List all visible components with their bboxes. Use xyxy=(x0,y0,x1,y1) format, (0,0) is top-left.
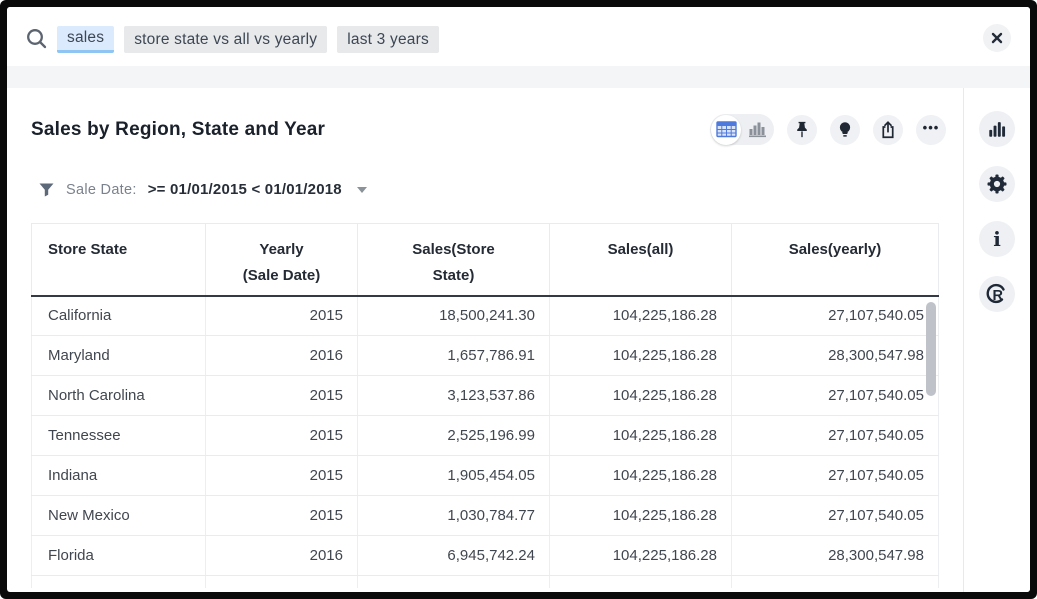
table-cell[interactable]: 2015 xyxy=(206,496,358,536)
table-cell[interactable]: 28,300,547.98 xyxy=(732,336,939,376)
table-scrollbar-thumb[interactable] xyxy=(926,302,936,396)
table-row[interactable]: Tennessee20152,525,196.99104,225,186.282… xyxy=(32,416,939,456)
table-row[interactable]: North Carolina20153,123,537.86104,225,18… xyxy=(32,376,939,416)
section-divider-strip xyxy=(7,66,1030,88)
table-cell[interactable]: 104,225,186.28 xyxy=(550,296,732,336)
table-cell[interactable]: Indiana xyxy=(32,456,206,496)
table-cell[interactable]: 104,225,186.28 xyxy=(550,416,732,456)
table-cell[interactable]: 104,225,186.28 xyxy=(550,456,732,496)
column-header-sales-yearly[interactable]: Sales(yearly) xyxy=(732,224,939,296)
table-view-toggle[interactable] xyxy=(711,115,741,145)
table-cell[interactable]: 2016 xyxy=(206,336,358,376)
search-token-list: sales store state vs all vs yearly last … xyxy=(57,26,439,53)
table-cell[interactable]: 6,945,742.24 xyxy=(358,536,550,576)
filter-label: Sale Date: xyxy=(66,182,137,198)
more-options-button[interactable]: ••• xyxy=(916,115,946,145)
share-icon xyxy=(876,118,900,142)
app-window: sales store state vs all vs yearly last … xyxy=(0,0,1037,599)
gear-icon xyxy=(985,172,1009,196)
bar-chart-icon xyxy=(985,117,1009,141)
sidebar-settings-button[interactable] xyxy=(979,166,1015,202)
ellipsis-icon: ••• xyxy=(923,121,940,138)
search-icon xyxy=(24,26,50,52)
insights-button[interactable] xyxy=(830,115,860,145)
table-cell[interactable]: North Carolina xyxy=(32,376,206,416)
table-cell[interactable]: 2015 xyxy=(206,456,358,496)
close-icon xyxy=(983,24,1011,52)
table-body: California201518,500,241.30104,225,186.2… xyxy=(32,296,939,588)
table-header-row: Store State Yearly (Sale Date) Sales(Sto… xyxy=(32,224,939,296)
share-button[interactable] xyxy=(873,115,903,145)
results-table-container: Store State Yearly (Sale Date) Sales(Sto… xyxy=(31,223,939,588)
chart-view-toggle[interactable] xyxy=(741,114,773,145)
table-cell[interactable]: 104,225,186.28 xyxy=(550,496,732,536)
table-cell[interactable]: 3,123,537.86 xyxy=(358,376,550,416)
window-content: sales store state vs all vs yearly last … xyxy=(7,7,1030,592)
close-search-button[interactable] xyxy=(983,24,1011,52)
search-token-store-state-vs-all-vs-yearly[interactable]: store state vs all vs yearly xyxy=(124,26,327,53)
sidebar-info-button[interactable]: i xyxy=(979,221,1015,257)
sidebar-chart-options-button[interactable] xyxy=(979,111,1015,147)
table-row[interactable]: California201518,500,241.30104,225,186.2… xyxy=(32,296,939,336)
column-header-store-state[interactable]: Store State xyxy=(32,224,206,296)
table-row[interactable]: New Mexico20151,030,784.77104,225,186.28… xyxy=(32,496,939,536)
table-cell[interactable]: 104,225,186.28 xyxy=(550,376,732,416)
table-cell[interactable]: 1,905,454.05 xyxy=(358,456,550,496)
search-token-last-3-years[interactable]: last 3 years xyxy=(337,26,439,53)
table-row[interactable]: Florida20166,945,742.24104,225,186.2828,… xyxy=(32,536,939,576)
column-header-sales-all[interactable]: Sales(all) xyxy=(550,224,732,296)
table-cell[interactable]: 104,225,186.28 xyxy=(550,536,732,576)
table-cell[interactable]: 18,500,241.30 xyxy=(358,296,550,336)
sidebar-r-analysis-button[interactable]: R xyxy=(979,276,1015,312)
table-cell[interactable]: California xyxy=(32,296,206,336)
chart-icon xyxy=(748,121,767,138)
table-row[interactable]: Maryland20161,657,786.91104,225,186.2828… xyxy=(32,336,939,376)
table-cell[interactable]: Tennessee xyxy=(32,416,206,456)
filter-value[interactable]: >= 01/01/2015 < 01/01/2018 xyxy=(148,181,342,198)
table-row[interactable]: Indiana20151,905,454.05104,225,186.2827,… xyxy=(32,456,939,496)
table-cell[interactable]: 27,107,540.05 xyxy=(732,296,939,336)
table-cell[interactable]: 27,107,540.05 xyxy=(732,496,939,536)
pin-button[interactable] xyxy=(787,115,817,145)
table-cell[interactable]: 27,107,540.05 xyxy=(732,456,939,496)
column-header-yearly-sale-date[interactable]: Yearly (Sale Date) xyxy=(206,224,358,296)
answer-toolbar: ••• xyxy=(710,114,946,145)
filter-icon xyxy=(38,182,55,198)
svg-text:R: R xyxy=(993,288,1004,304)
table-icon xyxy=(716,121,737,138)
r-logo-icon: R xyxy=(985,282,1009,306)
column-header-sales-store-state[interactable]: Sales(Store State) xyxy=(358,224,550,296)
lightbulb-icon xyxy=(833,118,857,142)
filter-row[interactable]: Sale Date: >= 01/01/2015 < 01/01/2018 xyxy=(38,181,367,198)
table-cell[interactable]: 2015 xyxy=(206,416,358,456)
table-cell[interactable]: 2,525,196.99 xyxy=(358,416,550,456)
table-cell[interactable]: 28,300,547.98 xyxy=(732,536,939,576)
chevron-down-icon[interactable] xyxy=(357,187,367,193)
search-token-sales[interactable]: sales xyxy=(57,26,114,53)
table-cell[interactable]: 27,107,540.05 xyxy=(732,376,939,416)
results-table: Store State Yearly (Sale Date) Sales(Sto… xyxy=(31,223,939,588)
right-sidebar: i R xyxy=(963,88,1030,592)
table-cell[interactable]: Florida xyxy=(32,536,206,576)
table-cell[interactable]: 104,225,186.28 xyxy=(550,336,732,376)
view-toggle[interactable] xyxy=(710,114,774,145)
table-cell[interactable]: Maryland xyxy=(32,336,206,376)
search-bar[interactable]: sales store state vs all vs yearly last … xyxy=(7,7,1030,66)
table-cell[interactable]: 27,107,540.05 xyxy=(732,416,939,456)
table-cell[interactable]: 1,030,784.77 xyxy=(358,496,550,536)
pin-icon xyxy=(790,118,814,142)
table-row-partial xyxy=(32,576,939,588)
info-icon: i xyxy=(993,229,1001,249)
table-cell[interactable]: 2016 xyxy=(206,536,358,576)
table-cell[interactable]: 1,657,786.91 xyxy=(358,336,550,376)
table-cell[interactable]: 2015 xyxy=(206,296,358,336)
page-title: Sales by Region, State and Year xyxy=(31,119,325,141)
table-cell[interactable]: 2015 xyxy=(206,376,358,416)
table-cell[interactable]: New Mexico xyxy=(32,496,206,536)
